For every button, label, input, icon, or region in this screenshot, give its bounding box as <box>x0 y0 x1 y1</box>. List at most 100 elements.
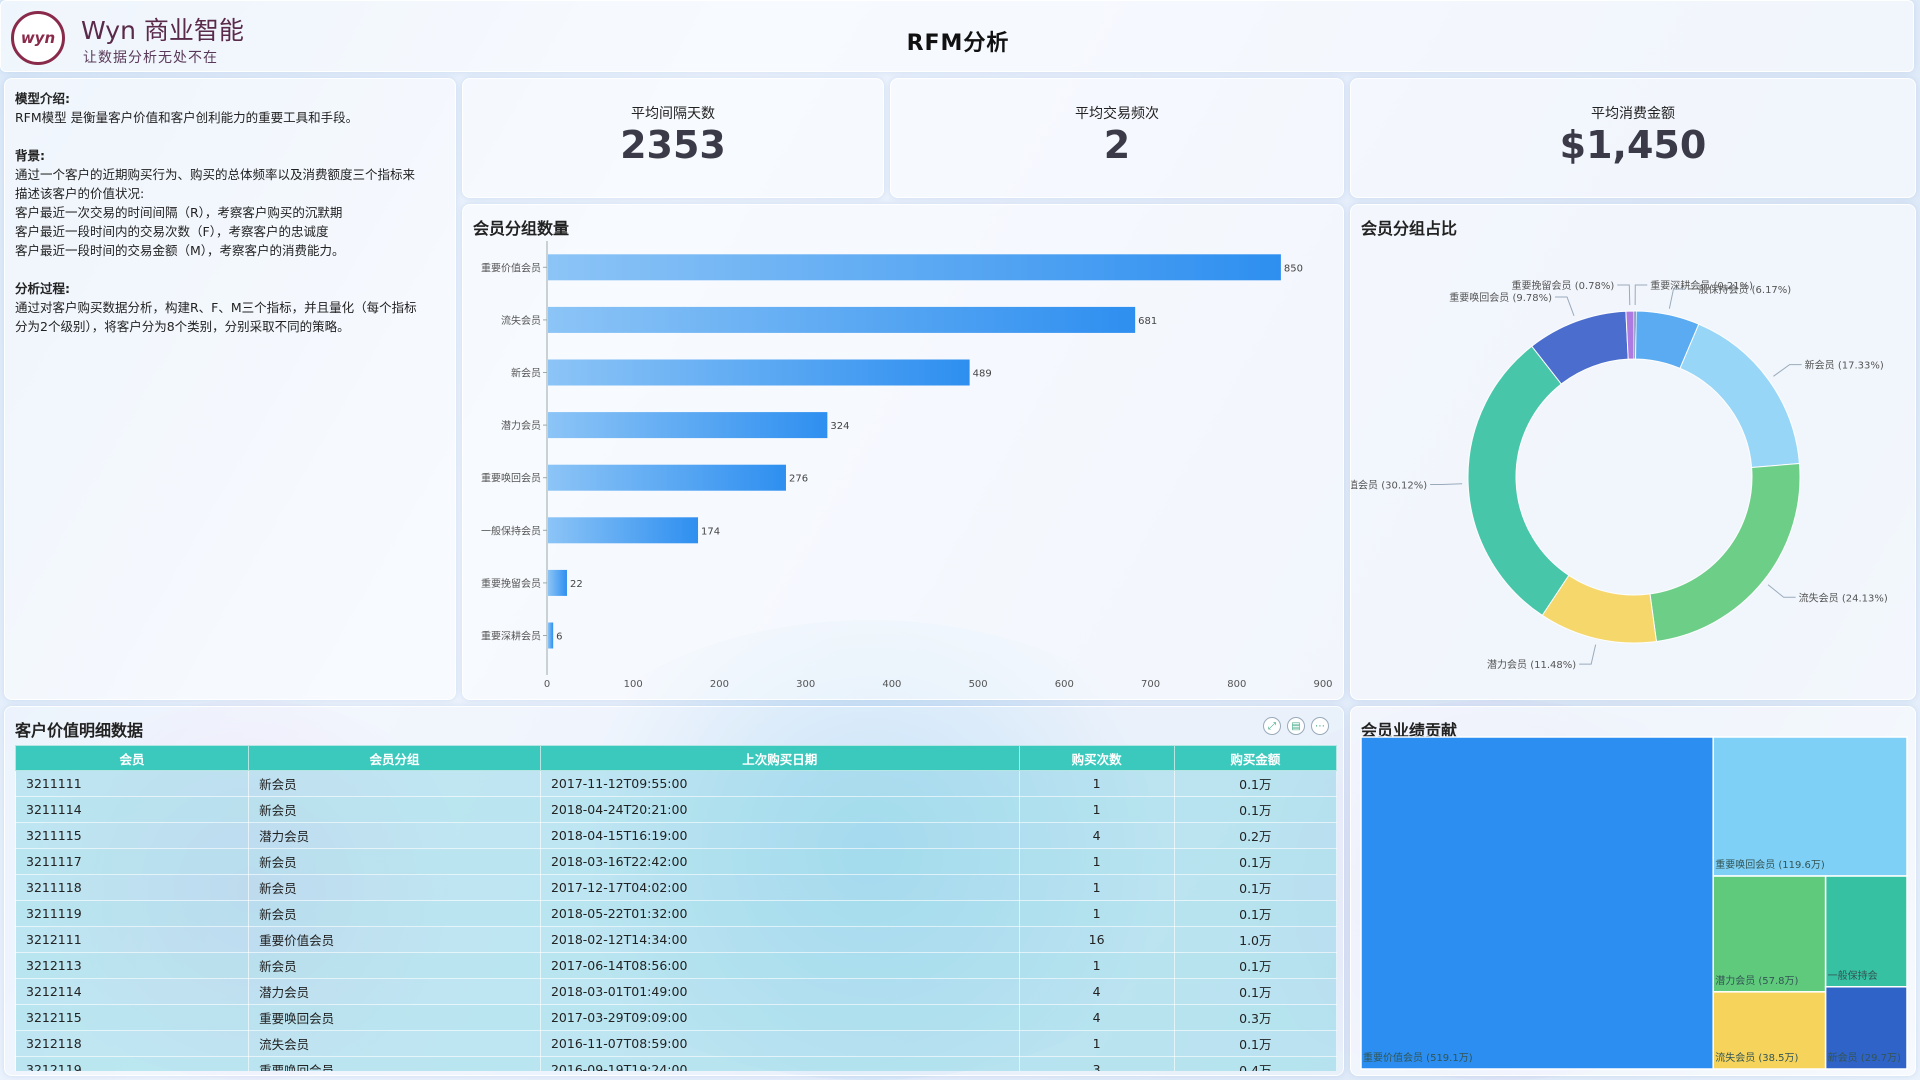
background-line: 通过一个客户的近期购买行为、购买的总体频率以及消费额度三个指标来 <box>15 167 416 182</box>
bar[interactable] <box>548 464 786 491</box>
table-cell: 0.4万 <box>1173 1056 1337 1071</box>
export-icon[interactable]: ▤ <box>1287 717 1305 735</box>
x-tick-label: 200 <box>710 679 729 690</box>
bar[interactable] <box>548 359 970 386</box>
x-tick-label: 100 <box>624 679 643 690</box>
x-tick-label: 900 <box>1313 679 1332 690</box>
table-cell: 潜力会员 <box>248 978 541 1005</box>
donut-leader-line <box>1767 584 1796 598</box>
bar[interactable] <box>548 306 1136 333</box>
bar[interactable] <box>548 412 828 439</box>
bar-chart-title: 会员分组数量 <box>473 219 570 238</box>
table-cell: 4 <box>1018 822 1175 849</box>
x-tick-label: 300 <box>796 679 815 690</box>
header: wyn Wyn 商业智能 让数据分析无处不在 RFM分析 <box>0 0 1914 72</box>
table-row[interactable]: 3212114 潜力会员 2018-03-01T01:49:00 4 0.1万 <box>15 978 1337 1005</box>
table-cell: 2017-12-17T04:02:00 <box>539 874 1020 901</box>
table-cell: 3 <box>1018 1056 1175 1071</box>
bar[interactable] <box>548 254 1281 281</box>
model-heading: 模型介绍: <box>15 91 70 106</box>
fullscreen-icon[interactable]: ⤢ <box>1263 717 1281 735</box>
kpi-label: 平均间隔天数 <box>631 106 715 122</box>
table-cell: 1 <box>1018 952 1175 979</box>
table-row[interactable]: 3212118 流失会员 2016-11-07T08:59:00 1 0.1万 <box>15 1030 1337 1057</box>
treemap-cell[interactable] <box>1360 736 1714 1070</box>
bar-value-label: 324 <box>830 421 849 432</box>
bar[interactable] <box>548 569 567 596</box>
table-row[interactable]: 3212119 重要唤回会员 2016-09-19T19:24:00 3 0.4万 <box>15 1056 1337 1071</box>
bar-value-label: 6 <box>556 632 562 643</box>
table-cell: 2018-05-22T01:32:00 <box>539 900 1020 927</box>
table-toolbar: ⤢ ▤ ⋯ <box>1263 717 1329 735</box>
table-cell: 重要唤回会员 <box>248 1004 541 1031</box>
donut-leader-line <box>1555 296 1575 316</box>
table-cell: 1 <box>1018 1030 1175 1057</box>
donut-slice-label: 一般保持会员 (6.17%) <box>1688 283 1791 296</box>
table-row[interactable]: 3212111 重要价值会员 2018-02-12T14:34:00 16 1.0万 <box>15 926 1337 953</box>
bar-chart: 0 100 200 300 400 500 600 700 800 900 重要价值会员 850 流失会… <box>481 241 1333 690</box>
table-cell: 新会员 <box>248 900 541 927</box>
y-category-label: 重要唤回会员 <box>481 472 541 485</box>
table-row[interactable]: 3211117 新会员 2018-03-16T22:42:00 1 0.1万 <box>15 848 1337 875</box>
table-cell: 新会员 <box>248 874 541 901</box>
table-row[interactable]: 3211111 新会员 2017-11-12T09:55:00 1 0.1万 <box>15 770 1337 797</box>
table-cell: 0.1万 <box>1173 770 1337 797</box>
table-cell: 1 <box>1018 848 1175 875</box>
table-title: 客户价值明细数据 <box>15 721 144 740</box>
treemap-chart: 重要价值会员 (519.1万) 重要唤回会员 (119.6万) 潜力会员 (57.8… <box>1360 736 1908 1070</box>
donut-leader-line <box>1773 364 1802 377</box>
page-title: RFM分析 <box>906 31 1010 56</box>
treemap-cell-label: 流失会员 (38.5万) <box>1715 1051 1798 1064</box>
treemap-cell[interactable] <box>1824 875 1908 988</box>
bar[interactable] <box>548 622 554 649</box>
table-row[interactable]: 3211115 潜力会员 2018-04-15T16:19:00 4 0.2万 <box>15 822 1337 849</box>
column-header[interactable]: 购买次数 <box>1018 745 1175 771</box>
treemap-cell[interactable] <box>1712 875 1827 993</box>
background-line: 客户最近一段时间的交易金额（M），考察客户的消费能力。 <box>15 243 345 258</box>
table-cell: 0.1万 <box>1173 796 1337 823</box>
table-row[interactable]: 3212113 新会员 2017-06-14T08:56:00 1 0.1万 <box>15 952 1337 979</box>
brand-name: Wyn 商业智能 <box>81 16 244 45</box>
kpi-value: 2 <box>1103 123 1131 167</box>
model-text: RFM模型 是衡量客户价值和客户创利能力的重要工具和手段。 <box>15 110 359 125</box>
treemap-cell[interactable] <box>1712 736 1908 877</box>
table-cell: 3212111 <box>15 926 250 953</box>
table-cell: 3211117 <box>15 848 250 875</box>
table-cell: 3211115 <box>15 822 250 849</box>
column-header[interactable]: 上次购买日期 <box>539 745 1020 771</box>
table-scroll[interactable]: 会员 会员分组 上次购买日期 购买次数 购买金额 3211111 新会员 2017-… <box>15 745 1337 1071</box>
kpi-label: 平均消费金额 <box>1591 106 1675 122</box>
table-header-row: 会员 会员分组 上次购买日期 购买次数 购买金额 <box>15 745 1337 771</box>
x-tick-label: 500 <box>969 679 988 690</box>
brand-tagline: 让数据分析无处不在 <box>83 50 218 66</box>
table-row[interactable]: 3211114 新会员 2018-04-24T20:21:00 1 0.1万 <box>15 796 1337 823</box>
kpi-value: 2353 <box>620 123 726 167</box>
donut-slice[interactable] <box>1467 345 1570 617</box>
table-row[interactable]: 3211119 新会员 2018-05-22T01:32:00 1 0.1万 <box>15 900 1337 927</box>
table-row[interactable]: 3212115 重要唤回会员 2017-03-29T09:09:00 4 0.3万 <box>15 1004 1337 1031</box>
member-group-share-panel: 会员分组占比 重要深耕会员 (0.21%) 一般保持会员 (6.17%) 新会员 (… <box>1350 204 1916 700</box>
table-cell: 流失会员 <box>248 1030 541 1057</box>
kpi-avg-spend: 平均消费金额 $1,450 <box>1350 78 1916 198</box>
column-header[interactable]: 会员分组 <box>248 745 541 771</box>
table-cell: 2018-02-12T14:34:00 <box>539 926 1020 953</box>
table-row[interactable]: 3211118 新会员 2017-12-17T04:02:00 1 0.1万 <box>15 874 1337 901</box>
table-cell: 2017-06-14T08:56:00 <box>539 952 1020 979</box>
treemap-cell[interactable] <box>1824 986 1908 1070</box>
donut-slice[interactable] <box>1649 463 1801 643</box>
treemap-cell-label: 一般保持会 <box>1828 969 1878 982</box>
donut-slice[interactable] <box>1625 310 1635 360</box>
donut-slice[interactable] <box>1679 323 1800 468</box>
column-header[interactable]: 购买金额 <box>1173 745 1337 771</box>
bar[interactable] <box>548 517 699 544</box>
donut-slice-label: 潜力会员 (11.48%) <box>1487 658 1576 671</box>
background-line: 客户最近一段时间内的交易次数（F），考察客户的忠诚度 <box>15 224 329 239</box>
treemap-cell[interactable] <box>1712 991 1827 1070</box>
table-cell: 0.1万 <box>1173 978 1337 1005</box>
table-cell: 3212115 <box>15 1004 250 1031</box>
treemap-cell-label: 重要唤回会员 (119.6万) <box>1715 858 1825 871</box>
wyn-logo: wyn <box>11 11 65 65</box>
table-cell: 3212114 <box>15 978 250 1005</box>
more-icon[interactable]: ⋯ <box>1311 717 1329 735</box>
column-header[interactable]: 会员 <box>15 745 250 771</box>
